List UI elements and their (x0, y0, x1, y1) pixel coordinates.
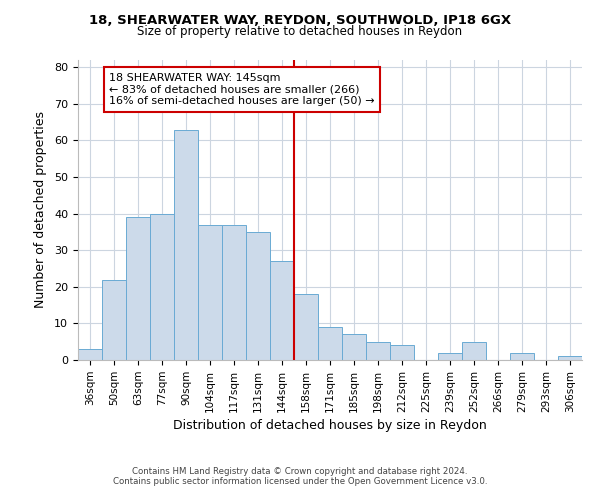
Bar (78, 349, 102, 360)
Y-axis label: Number of detached properties: Number of detached properties (34, 112, 47, 308)
Text: Contains HM Land Registry data © Crown copyright and database right 2024.: Contains HM Land Registry data © Crown c… (132, 467, 468, 476)
Bar (342, 334, 366, 360)
Text: Contains public sector information licensed under the Open Government Licence v3: Contains public sector information licen… (113, 477, 487, 486)
Bar (198, 224, 222, 360)
Bar (438, 352, 462, 360)
Bar (126, 218, 150, 360)
Bar (222, 224, 246, 360)
Text: 18, SHEARWATER WAY, REYDON, SOUTHWOLD, IP18 6GX: 18, SHEARWATER WAY, REYDON, SOUTHWOLD, I… (89, 14, 511, 27)
Bar (294, 294, 318, 360)
Bar (270, 261, 294, 360)
Bar (390, 346, 414, 360)
Bar (318, 327, 342, 360)
Bar (558, 356, 582, 360)
Bar (174, 130, 198, 360)
X-axis label: Distribution of detached houses by size in Reydon: Distribution of detached houses by size … (173, 419, 487, 432)
Bar (102, 280, 126, 360)
Bar (462, 342, 486, 360)
Bar (366, 342, 390, 360)
Bar (510, 352, 534, 360)
Bar (150, 214, 174, 360)
Bar (246, 232, 270, 360)
Text: 18 SHEARWATER WAY: 145sqm
← 83% of detached houses are smaller (266)
16% of semi: 18 SHEARWATER WAY: 145sqm ← 83% of detac… (109, 73, 375, 106)
Text: Size of property relative to detached houses in Reydon: Size of property relative to detached ho… (137, 25, 463, 38)
